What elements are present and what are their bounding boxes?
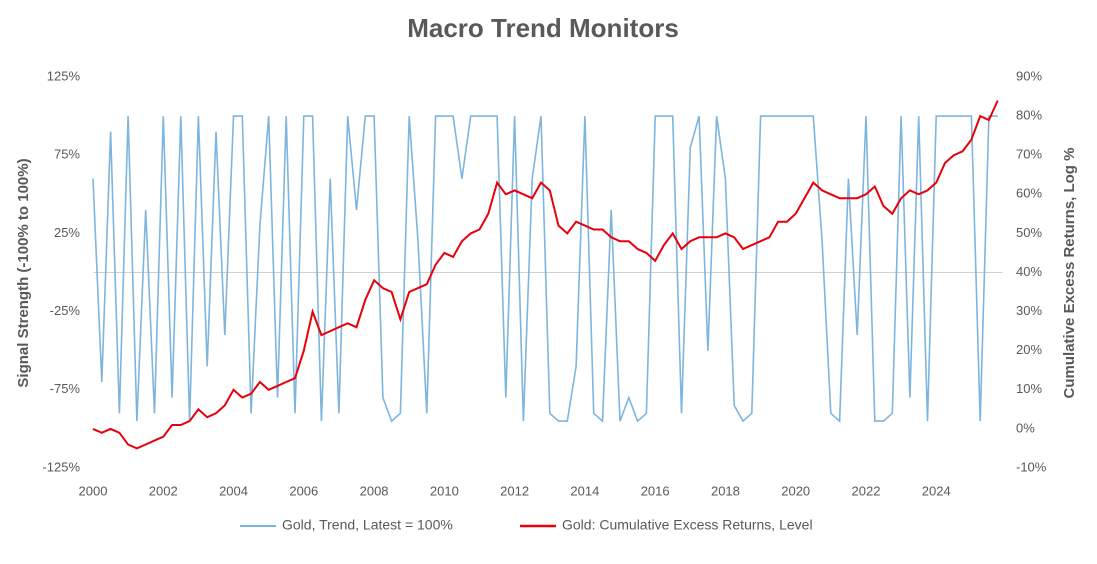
legend-label: Gold, Trend, Latest = 100% [282, 517, 453, 533]
series-line [92, 100, 999, 450]
y2-tick-label: 0% [1016, 420, 1035, 435]
series-line [92, 115, 998, 423]
y2-tick-label: -10% [1016, 459, 1047, 474]
x-tick-label: 2010 [430, 483, 459, 498]
y2-tick-label: 80% [1016, 108, 1042, 123]
y-tick-label: 125% [47, 68, 81, 83]
y2-tick-label: 40% [1016, 264, 1042, 279]
x-tick-label: 2000 [79, 483, 108, 498]
x-tick-label: 2024 [922, 483, 951, 498]
x-tick-label: 2016 [641, 483, 670, 498]
x-tick-label: 2014 [570, 483, 599, 498]
y2-axis-title: Cumulative Excess Returns, Log % [1061, 148, 1078, 399]
chart-title: Macro Trend Monitors [407, 13, 679, 43]
x-tick-label: 2004 [219, 483, 248, 498]
y-tick-label: 25% [54, 225, 80, 240]
x-tick-label: 2020 [781, 483, 810, 498]
y-tick-label: -125% [42, 459, 80, 474]
x-tick-label: 2012 [500, 483, 529, 498]
y2-tick-label: 90% [1016, 68, 1042, 83]
x-tick-label: 2002 [149, 483, 178, 498]
y-tick-label: -25% [50, 303, 81, 318]
y-axis-title: Signal Strength (-100% to 100%) [15, 158, 32, 387]
y2-tick-label: 70% [1016, 147, 1042, 162]
x-tick-label: 2022 [852, 483, 881, 498]
legend-label: Gold: Cumulative Excess Returns, Level [562, 517, 813, 533]
y2-tick-label: 50% [1016, 225, 1042, 240]
y2-tick-label: 20% [1016, 342, 1042, 357]
y2-tick-label: 60% [1016, 186, 1042, 201]
x-tick-label: 2006 [289, 483, 318, 498]
x-tick-label: 2008 [360, 483, 389, 498]
y-tick-label: 75% [54, 147, 80, 162]
y2-tick-label: 10% [1016, 381, 1042, 396]
x-tick-label: 2018 [711, 483, 740, 498]
y2-tick-label: 30% [1016, 303, 1042, 318]
y-tick-label: -75% [50, 381, 81, 396]
